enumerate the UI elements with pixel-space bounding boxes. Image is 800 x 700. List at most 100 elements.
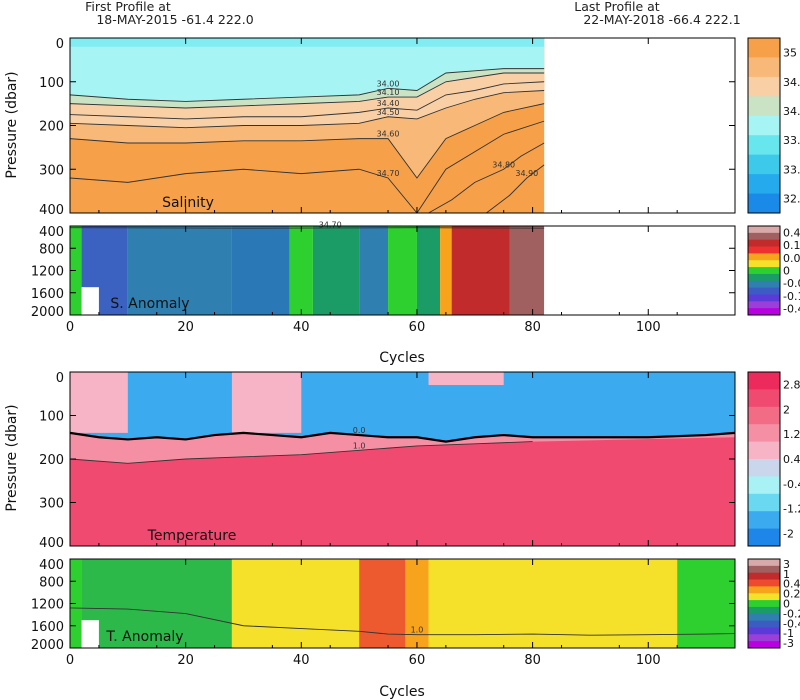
colorbar-swatch [748,441,780,460]
colorbar-tick-label: -0.2 [783,607,800,620]
colorbar: 35 34.54 34.08 33.62 33.16 32.7 [747,37,800,214]
salinity-surface-layer [70,38,545,47]
temperature-warm-patch-a [70,372,128,433]
last-profile-label: Last Profile at [574,0,660,14]
contour-label: 34.60 [377,130,400,139]
colorbar-swatch [748,493,780,512]
colorbar-tick-label: 0.4 [783,453,800,466]
temperature-xlabel: Cycles [379,684,425,700]
contour-label: 34.50 [377,108,400,117]
colorbar-swatch [748,273,780,282]
salinity-xlabel: Cycles [379,350,425,366]
temperature-anomaly-panel: 1.0 0 20 40 60 80 100 400 800 1200 1600 2000 T. Anom… [31,558,800,668]
contour-label: 34.80 [492,160,515,169]
y-tick-label: 1200 [31,265,64,280]
y-tick-label: 800 [39,242,64,257]
y-tick-label: 100 [39,410,64,425]
colorbar-swatch [748,565,780,574]
colorbar-swatch [748,586,780,594]
anomaly-column [509,226,545,315]
y-tick-label: 200 [39,453,64,468]
colorbar-swatch [748,287,780,295]
x-tick-label: 0 [66,320,74,335]
colorbar-tick-label: 35 [783,47,797,60]
anomaly-column [677,559,735,648]
colorbar-frame [747,225,781,316]
colorbar-swatch [748,239,780,248]
colorbar-frame [747,371,781,547]
anomaly-column [127,226,232,315]
colorbar-swatch [748,193,780,214]
colorbar-frame [747,37,781,214]
first-profile-label: First Profile at [85,0,171,14]
y-tick-label: 1600 [31,620,64,635]
contour-label: 34.10 [377,88,400,97]
colorbar-swatch [748,280,780,289]
colorbar-frame [747,558,781,649]
contour-label: 34.70 [319,221,342,230]
y-tick-label: 1200 [31,598,64,613]
colorbar-swatch [748,294,780,302]
missing-data-block [81,287,99,315]
colorbar-swatch [748,600,780,608]
colorbar: 0.450.150.030-0.03-0.15-0.45 [747,225,800,316]
contour-line [69,120,545,214]
colorbar-swatch [748,115,780,136]
contour-line [69,72,545,109]
contour-label: 34.00 [377,79,400,88]
colorbar-tick-label: 0.4 [783,578,800,591]
no-data-region [544,226,735,315]
colorbar-tick-label: -1.2 [783,503,800,516]
colorbar-swatch [748,627,780,635]
anomaly-column [81,559,232,648]
anomaly-column [416,226,441,315]
colorbar-swatch [748,559,780,567]
x-tick-label: 20 [177,320,194,335]
x-tick-label: 100 [636,653,661,668]
colorbar-tick-label: 0.03 [783,252,800,265]
colorbar-swatch [748,528,780,547]
contour-line [69,90,545,129]
anomaly-column [289,226,313,315]
colorbar-swatch [748,154,780,175]
colorbar-tick-label: -2 [783,528,794,541]
colorbar-swatch [748,620,780,628]
colorbar-swatch [748,308,780,316]
y-tick-label: 400 [39,536,64,551]
temperature-warm-patch-b [231,372,302,433]
colorbar-tick-label: -0.03 [783,277,800,290]
colorbar-tick-label: 0.45 [783,226,800,239]
y-tick-label: 400 [39,225,64,240]
colorbar-swatch [748,634,780,642]
temperature-ylabel: Pressure (dbar) [4,404,20,511]
colorbar-swatch [748,606,780,615]
colorbar-tick-label: 1 [783,568,790,581]
colorbar-swatch [748,135,780,156]
colorbar-tick-label: 0 [783,265,790,278]
y-tick-label: 400 [39,558,64,573]
colorbar-swatch [748,57,780,78]
colorbar-tick-label: 2 [783,403,790,416]
x-tick-label: 100 [636,320,661,335]
x-tick-label: 0 [66,653,74,668]
colorbar-swatch [748,476,780,495]
contour-line [486,164,545,214]
y-tick-label: 200 [39,120,64,135]
colorbar-tick-label: 34.08 [783,105,800,118]
colorbar-tick-label: -0.45 [783,303,800,316]
contour-label: 34.90 [515,169,538,178]
first-profile-value: 18-MAY-2015 -61.4 222.0 [96,12,253,27]
colorbar-tick-label: 33.16 [783,163,800,176]
colorbar-swatch [748,613,780,622]
x-tick-label: 80 [524,653,541,668]
anomaly-column [451,226,510,315]
contour-label: 1.0 [353,441,366,450]
contour-line [69,68,545,102]
contour-label: 34.70 [377,169,400,178]
last-profile-value: 22-MAY-2018 -66.4 222.1 [583,12,740,27]
colorbar-swatch [748,406,780,425]
colorbar-swatch [748,301,780,309]
panel-title: T. Anomaly [105,629,183,645]
y-tick-label: 0 [56,37,64,52]
